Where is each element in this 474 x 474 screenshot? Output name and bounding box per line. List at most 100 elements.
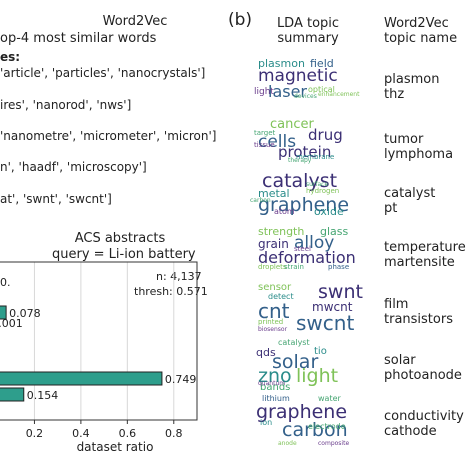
topic-name-line2: transistors bbox=[384, 312, 453, 327]
topic-name-line1: temperature bbox=[384, 240, 466, 255]
lda-column-title-line2: summary bbox=[277, 31, 339, 46]
x-tick-label: 0.4 bbox=[72, 427, 90, 440]
similar-words-row: 'nanometre', 'micrometer', 'micron'] bbox=[0, 129, 217, 143]
topic-name-line2: pt bbox=[384, 201, 398, 216]
wordcloud-word: carbon bbox=[282, 419, 348, 441]
x-tick-label: 0.8 bbox=[165, 427, 183, 440]
wordcloud-word: droplets bbox=[258, 263, 287, 271]
topic-name-line1: tumor bbox=[384, 132, 424, 147]
bar bbox=[0, 371, 163, 386]
wordcloud-word: oxide bbox=[314, 205, 344, 218]
wordcloud-word: light bbox=[296, 365, 339, 387]
lda-column-title-line1: LDA topic bbox=[276, 16, 340, 31]
wordcloud-word: protein bbox=[278, 143, 332, 161]
wordcloud-word: field bbox=[310, 57, 334, 70]
topic-name-line2: thz bbox=[384, 87, 405, 102]
chart-annotation-thresh: thresh: 0.571 bbox=[134, 285, 208, 298]
wordcloud-word: plasmon bbox=[258, 57, 305, 70]
w2v-column-title-line1: Word2Vec bbox=[384, 16, 449, 31]
chart-title: ACS abstracts bbox=[74, 231, 166, 246]
plot-frame bbox=[0, 261, 198, 421]
w2v-column-title-line2: topic name bbox=[384, 31, 458, 46]
x-tick-label: 0.6 bbox=[119, 427, 137, 440]
wordcloud-word: sensor bbox=[258, 282, 292, 293]
wordcloud-word: magnetic bbox=[258, 66, 338, 86]
wordcloud-word: atom bbox=[274, 207, 295, 216]
left-header-line2: op-4 most similar words bbox=[0, 31, 157, 46]
wordcloud-word: therapy bbox=[288, 157, 312, 164]
wordcloud-word: strain bbox=[284, 263, 304, 271]
bar bbox=[0, 305, 7, 320]
wordcloud-word: glass bbox=[320, 225, 349, 238]
bar-value-label: 0.154 bbox=[27, 389, 59, 402]
left-header-line1: Word2Vec bbox=[102, 14, 168, 29]
wordcloud-word: cnt bbox=[258, 299, 290, 323]
chart-subtitle: query = Li-ion battery bbox=[52, 247, 196, 262]
wordcloud-word: enhancement bbox=[318, 91, 360, 98]
wordcloud-word: catalyst bbox=[278, 338, 310, 347]
wordcloud-word: ion bbox=[260, 418, 273, 427]
wordcloud-word: tissue bbox=[254, 141, 275, 149]
wordcloud-word: biosensor bbox=[258, 326, 288, 333]
wordcloud-word: grain bbox=[258, 237, 289, 251]
wordcloud-word: cells bbox=[258, 132, 297, 152]
wordcloud-word: hydrogen bbox=[306, 187, 340, 195]
wordcloud-word: cancer bbox=[270, 117, 314, 132]
wordcloud-word: laser bbox=[268, 82, 308, 101]
bar-value-label-partial: 0. bbox=[0, 276, 11, 289]
lda-wordcloud: cancer drug cells protein target tissue membra… bbox=[254, 117, 358, 172]
wordcloud-word: catalyst bbox=[262, 170, 338, 192]
wordcloud-word: devices bbox=[294, 93, 317, 100]
bar bbox=[0, 387, 25, 402]
wordcloud-word: quantum bbox=[258, 380, 286, 387]
wordcloud-word: alloy bbox=[294, 233, 335, 253]
wordcloud-word: surface bbox=[306, 181, 329, 188]
wordcloud-word: carbon bbox=[250, 197, 271, 204]
lda-wordcloud: plasmon field magnetic optical laser light dev… bbox=[254, 57, 360, 112]
wordcloud-word: phase bbox=[328, 263, 350, 271]
wordcloud-word: printed bbox=[258, 318, 284, 326]
bar-value-label: 0.078 bbox=[9, 307, 41, 320]
wordcloud-word: graphene bbox=[258, 194, 350, 216]
wordcloud-word: tio bbox=[314, 346, 327, 357]
wordcloud-word: optical bbox=[308, 85, 335, 94]
similar-words-row: 'article', 'particles', 'nanocrystals'] bbox=[0, 66, 206, 80]
topic-name-line2: photoanode bbox=[384, 368, 462, 383]
bar-value-label: 0.001 bbox=[0, 317, 23, 330]
wordcloud-word: anode bbox=[278, 440, 297, 447]
topic-name-line2: lymphoma bbox=[384, 147, 454, 162]
chart-annotation-n: n: 4,137 bbox=[156, 270, 202, 283]
topic-name-line2: martensite bbox=[384, 255, 455, 270]
wordcloud-word: detect bbox=[268, 292, 294, 301]
lda-wordcloud: sensor swnt detect cnt mwcnt swcnt printed bios… bbox=[258, 282, 363, 337]
wordcloud-word: qds bbox=[256, 346, 276, 359]
lda-wordcloud: lithium water graphene carbon ion electrode an… bbox=[256, 394, 358, 449]
topic-name-line1: film bbox=[384, 297, 409, 312]
wordcloud-word: light bbox=[254, 87, 274, 97]
similar-words-row: n', 'haadf', 'microscopy'] bbox=[0, 160, 147, 174]
wordcloud-word: bands bbox=[260, 382, 291, 393]
wordcloud-word: water bbox=[318, 394, 341, 403]
bar-value-label: 0.749 bbox=[165, 373, 197, 386]
wordcloud-word: drug bbox=[308, 126, 343, 144]
wordcloud-word: metal bbox=[258, 187, 290, 200]
wordcloud-word: steel bbox=[294, 245, 311, 253]
wordcloud-word: lithium bbox=[262, 394, 290, 403]
panel-b-label: (b) bbox=[228, 10, 253, 30]
wordcloud-word: zno bbox=[258, 365, 292, 387]
wordcloud-word: composite bbox=[318, 440, 350, 447]
left-label-fragment: es: bbox=[0, 50, 21, 64]
wordcloud-word: deformation bbox=[258, 248, 356, 267]
similar-words-row: ires', 'nanorod', 'nws'] bbox=[0, 98, 132, 112]
topic-name-line1: conductivity bbox=[384, 409, 464, 424]
wordcloud-word: solar bbox=[272, 351, 319, 373]
wordcloud-word: electrode bbox=[308, 422, 346, 431]
topic-name-line1: solar bbox=[384, 353, 416, 368]
wordcloud-word: mwcnt bbox=[312, 300, 353, 314]
lda-wordcloud: catalyst metal hydrogen graphene oxide atom ca… bbox=[250, 170, 358, 226]
x-axis-label: dataset ratio bbox=[76, 440, 154, 454]
lda-wordcloud: strength glass grain alloy deformation steel d… bbox=[258, 226, 358, 280]
similar-words-row: at', 'swnt', 'swcnt'] bbox=[0, 192, 112, 206]
topic-name-line1: plasmon bbox=[384, 72, 440, 87]
